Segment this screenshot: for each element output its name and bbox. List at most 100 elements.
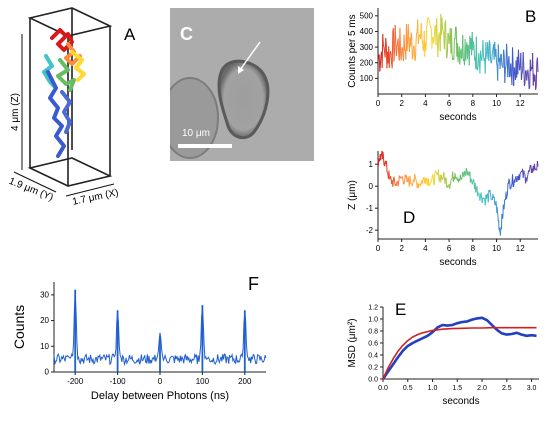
line-segment: [433, 37, 435, 44]
line-segment: [411, 37, 413, 60]
y-tick-label: 100: [360, 74, 374, 83]
line-segment: [457, 53, 460, 63]
line-segment: [393, 176, 396, 182]
y-tick-label: 0.0: [368, 376, 378, 383]
line-segment: [438, 32, 441, 38]
trajectory-path: [42, 28, 86, 158]
line-segment: [450, 178, 452, 181]
line-segment: [459, 53, 461, 65]
line-segment: [496, 62, 498, 66]
line-segment: [447, 32, 449, 35]
y-tick-label: 0: [45, 368, 50, 377]
line-segment: [478, 192, 480, 197]
line-segment: [517, 49, 520, 63]
x-tick-label: 1.0: [428, 385, 438, 392]
line-segment: [534, 74, 537, 90]
line-segment: [411, 181, 414, 187]
line-segment: [406, 39, 409, 52]
line-segment: [477, 65, 479, 71]
line-segment: [440, 174, 443, 179]
line-segment: [513, 67, 516, 72]
y-tick-label: -1: [366, 204, 374, 213]
line-segment: [490, 194, 492, 200]
line-segment: [508, 178, 511, 182]
line-segment: [448, 36, 451, 45]
x-tick-label: 2: [399, 244, 404, 253]
line-segment: [423, 177, 425, 180]
line-segment: [446, 54, 448, 59]
line-segment: [507, 62, 509, 78]
line-segment: [441, 17, 444, 29]
line-segment: [412, 45, 415, 57]
line-segment: [478, 53, 480, 62]
x-tick-label: 4: [423, 244, 428, 253]
line-segment: [402, 179, 404, 185]
line-segment: [513, 67, 515, 86]
line-segment: [459, 174, 462, 180]
line-segment: [426, 17, 429, 24]
arrow-head: [238, 66, 244, 74]
line-segment: [527, 69, 530, 77]
x-tick-label: 0: [376, 99, 381, 108]
dim-x-arrow: [65, 183, 115, 197]
line-segment: [466, 44, 469, 60]
line-segment: [509, 188, 512, 190]
line-segment: [425, 28, 428, 51]
x-tick-label: 10: [492, 244, 501, 253]
line-segment: [393, 47, 396, 62]
x-tick-label: 100: [196, 377, 210, 386]
line-segment: [415, 179, 417, 182]
line-segment: [421, 40, 424, 49]
line-segment: [500, 53, 503, 66]
line-segment: [446, 33, 449, 55]
y-tick-label: 1: [369, 160, 374, 169]
line-segment: [509, 181, 511, 190]
line-segment: [421, 178, 424, 185]
line-segment: [396, 42, 399, 48]
line-segment: [430, 27, 432, 29]
line-segment: [472, 41, 475, 46]
x-tick-label: 2.5: [502, 385, 512, 392]
panel-letter: B: [525, 7, 536, 26]
x-tick-label: -200: [67, 377, 84, 386]
line-segment: [480, 50, 482, 58]
msd-fit-line: [382, 326, 537, 380]
line-segment: [495, 48, 498, 63]
line-segment: [417, 183, 420, 188]
x-tick-label: 2: [399, 99, 404, 108]
line-segment: [392, 179, 394, 187]
line-segment: [471, 181, 474, 185]
line-segment: [487, 190, 490, 203]
x-axis-label: seconds: [439, 257, 476, 268]
x-tick-label: 6: [447, 244, 452, 253]
line-segment: [395, 47, 398, 56]
line-segment: [479, 195, 482, 201]
line-segment: [429, 183, 431, 187]
line-segment: [409, 175, 412, 183]
line-segment: [497, 44, 500, 62]
x-tick-label: 8: [471, 99, 476, 108]
y-tick-label: 0.8: [368, 328, 378, 335]
line-segment: [450, 28, 453, 56]
line-segment: [523, 65, 525, 87]
line-segment: [419, 183, 421, 187]
line-segment: [435, 171, 438, 173]
line-segment: [464, 171, 466, 175]
line-segment: [443, 172, 445, 178]
x-tick-label: 12: [516, 244, 525, 253]
axes-E: 0.0 0.5 1.0 1.5 2.0 2.5 3.0 0.0 0.2 0.4 0.6 0.8 1.0 1…: [347, 304, 539, 407]
line-segment: [377, 58, 380, 60]
panel-letter: F: [248, 274, 259, 294]
y-tick-label: 10: [40, 342, 49, 351]
line-segment: [415, 32, 418, 45]
line-segment: [426, 23, 428, 29]
line-segment: [383, 47, 386, 52]
scale-bar-label: 10 μm: [182, 128, 210, 139]
line-segment: [427, 177, 430, 186]
line-segment: [482, 40, 484, 56]
panel-letter: D: [403, 208, 415, 227]
line-segment: [401, 176, 404, 180]
line-segment: [436, 174, 439, 176]
line-segment: [483, 197, 486, 200]
